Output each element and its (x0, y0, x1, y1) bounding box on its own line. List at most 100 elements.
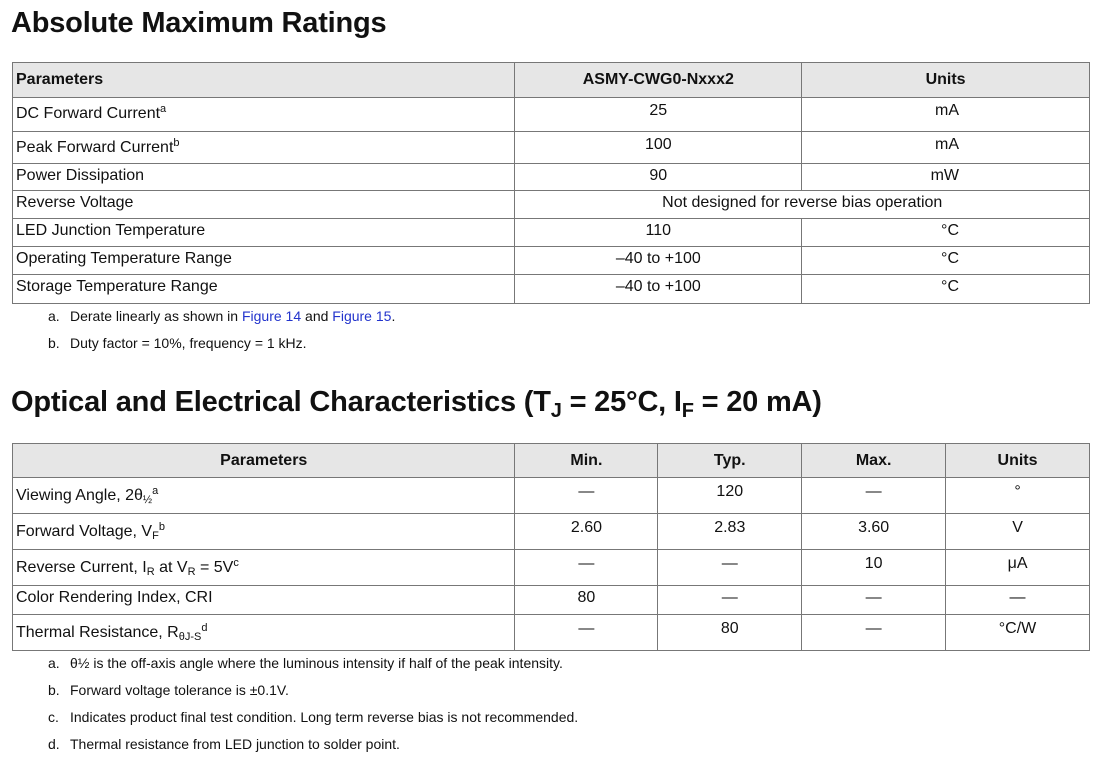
param-cell: Power Dissipation (11, 163, 516, 191)
footnote-text: . (391, 308, 396, 324)
param-footnote-ref: b (158, 521, 165, 533)
footnote-key: b. (48, 682, 60, 698)
max-cell: — (801, 585, 947, 615)
figure-14-link[interactable]: Figure 14 (241, 308, 302, 324)
param-footnote-ref: a (160, 103, 167, 115)
param-text: Color Rendering Index, CRI (16, 589, 213, 606)
max-cell: 3.60 (801, 513, 947, 550)
typ-cell: 80 (657, 614, 803, 651)
param-cell: Color Rendering Index, CRI (11, 585, 516, 615)
footnote-b: b. Duty factor = 10%, frequency = 1 kHz. (48, 335, 307, 351)
footnote-text: Forward voltage tolerance is ±0.1V. (70, 682, 289, 698)
param-footnote-ref: d (201, 622, 208, 634)
column-header: Units (801, 62, 1090, 98)
max-cell: — (801, 477, 947, 514)
column-header: Units (945, 443, 1090, 478)
param-cell: Peak Forward Currentb (11, 131, 516, 164)
table-row: Operating Temperature Range –40 to +100 °C (11, 246, 1090, 275)
table-row: Color Rendering Index, CRI 80— — — (11, 585, 1090, 615)
param-text: DC Forward Current (16, 105, 161, 122)
footnote: c. Indicates product final test condition… (48, 709, 578, 725)
param-text: Viewing Angle, 2θ (16, 487, 143, 504)
footnote-text: θ½ is the off-axis angle where the lumin… (70, 655, 563, 671)
section-title-optical-electrical: Optical and Electrical Characteristics (… (11, 386, 822, 422)
param-cell: DC Forward Currenta (11, 97, 516, 132)
unit-cell: °C/W (945, 614, 1090, 651)
footnote-key: c. (48, 709, 59, 725)
param-text: Operating Temperature Range (16, 250, 232, 267)
param-subscript: F (152, 530, 159, 542)
param-footnote-ref: b (173, 137, 180, 149)
column-header: Max. (801, 443, 947, 478)
value-cell: 90 (514, 163, 803, 191)
table-row: Thermal Resistance, RθJ-Sd —80— °C/W (11, 614, 1090, 651)
optical-electrical-table: Parameters Min. Typ. Max. Units Viewing … (11, 443, 1090, 651)
table-row: Storage Temperature Range –40 to +100 °C (11, 274, 1090, 304)
column-header: Parameters (11, 62, 516, 98)
param-footnote-ref: c (233, 557, 239, 569)
footnote-text: Thermal resistance from LED junction to … (70, 736, 400, 752)
table-row: Peak Forward Currentb 100 mA (11, 131, 1090, 164)
param-text: Peak Forward Current (16, 139, 174, 156)
footnote-text: Indicates product final test condition. … (70, 709, 579, 725)
param-text: Thermal Resistance, R (16, 624, 179, 641)
min-cell: — (514, 549, 659, 586)
footnote-key: a. (48, 308, 60, 324)
title-sub: J (550, 400, 562, 422)
footnote-key: b. (48, 335, 60, 351)
value-cell: Not designed for reverse bias operation (514, 190, 1090, 219)
unit-cell: mW (801, 163, 1090, 191)
param-footnote-ref: a (152, 485, 159, 497)
column-header: Parameters (11, 443, 516, 478)
value-cell: 110 (514, 218, 803, 247)
typ-cell: — (657, 585, 803, 615)
footnote-text: and (301, 308, 333, 324)
max-cell: — (801, 614, 947, 651)
param-text: = 5V (195, 559, 234, 576)
typ-cell: — (657, 549, 803, 586)
title-text: Optical and Electrical Characteristics (… (11, 386, 551, 418)
figure-15-link[interactable]: Figure 15 (332, 308, 392, 324)
unit-cell: — (945, 585, 1090, 615)
param-text: Power Dissipation (16, 167, 145, 184)
column-header: Min. (514, 443, 659, 478)
param-cell: Thermal Resistance, RθJ-Sd (11, 614, 516, 651)
param-subscript: R (187, 566, 196, 578)
param-cell: Viewing Angle, 2θ½a (11, 477, 516, 514)
min-cell: — (514, 614, 659, 651)
param-cell: Forward Voltage, VFb (11, 513, 516, 550)
value-cell: –40 to +100 (514, 274, 803, 304)
value-cell: –40 to +100 (514, 246, 803, 275)
typ-cell: 2.83 (657, 513, 803, 550)
footnote-key: d. (48, 736, 60, 752)
param-text: Reverse Current, I (16, 559, 147, 576)
table-row: LED Junction Temperature 110 °C (11, 218, 1090, 247)
table-row: Viewing Angle, 2θ½a —120— ° (11, 477, 1090, 514)
table-row: Reverse Voltage Not designed for reverse … (11, 190, 1090, 219)
unit-cell: °C (801, 246, 1090, 275)
table-row: Reverse Current, IR at VR = 5Vc — —10 μA (11, 549, 1090, 586)
table-row: Forward Voltage, VFb 2.60 2.83 3.60 V (11, 513, 1090, 550)
footnote-key: a. (48, 655, 60, 671)
param-cell: Operating Temperature Range (11, 246, 516, 275)
param-cell: LED Junction Temperature (11, 218, 516, 247)
typ-cell: 120 (657, 477, 803, 514)
table-row: DC Forward Currenta 25 mA (11, 97, 1090, 132)
unit-cell: mA (801, 131, 1090, 164)
value-cell: 25 (514, 97, 803, 132)
title-sub: F (681, 400, 694, 422)
title-text: = 20 mA) (693, 386, 822, 418)
section-title-absolute-maximum-ratings: Absolute Maximum Ratings (11, 7, 387, 39)
param-subscript: R (146, 566, 155, 578)
param-text: at V (154, 559, 188, 576)
min-cell: — (514, 477, 659, 514)
min-cell: 80 (514, 585, 659, 615)
footnote: a. θ½ is the off-axis angle where the lum… (48, 655, 563, 671)
param-subscript: θJ-S (178, 631, 202, 643)
column-header: ASMY-CWG0-Nxxx2 (514, 62, 803, 98)
table-row: Power Dissipation 90 mW (11, 163, 1090, 191)
param-text: Reverse Voltage (16, 194, 134, 211)
param-cell: Reverse Current, IR at VR = 5Vc (11, 549, 516, 586)
param-cell: Storage Temperature Range (11, 274, 516, 304)
absolute-maximum-ratings-table: Parameters ASMY-CWG0-Nxxx2 Units DC Forw… (11, 62, 1090, 304)
